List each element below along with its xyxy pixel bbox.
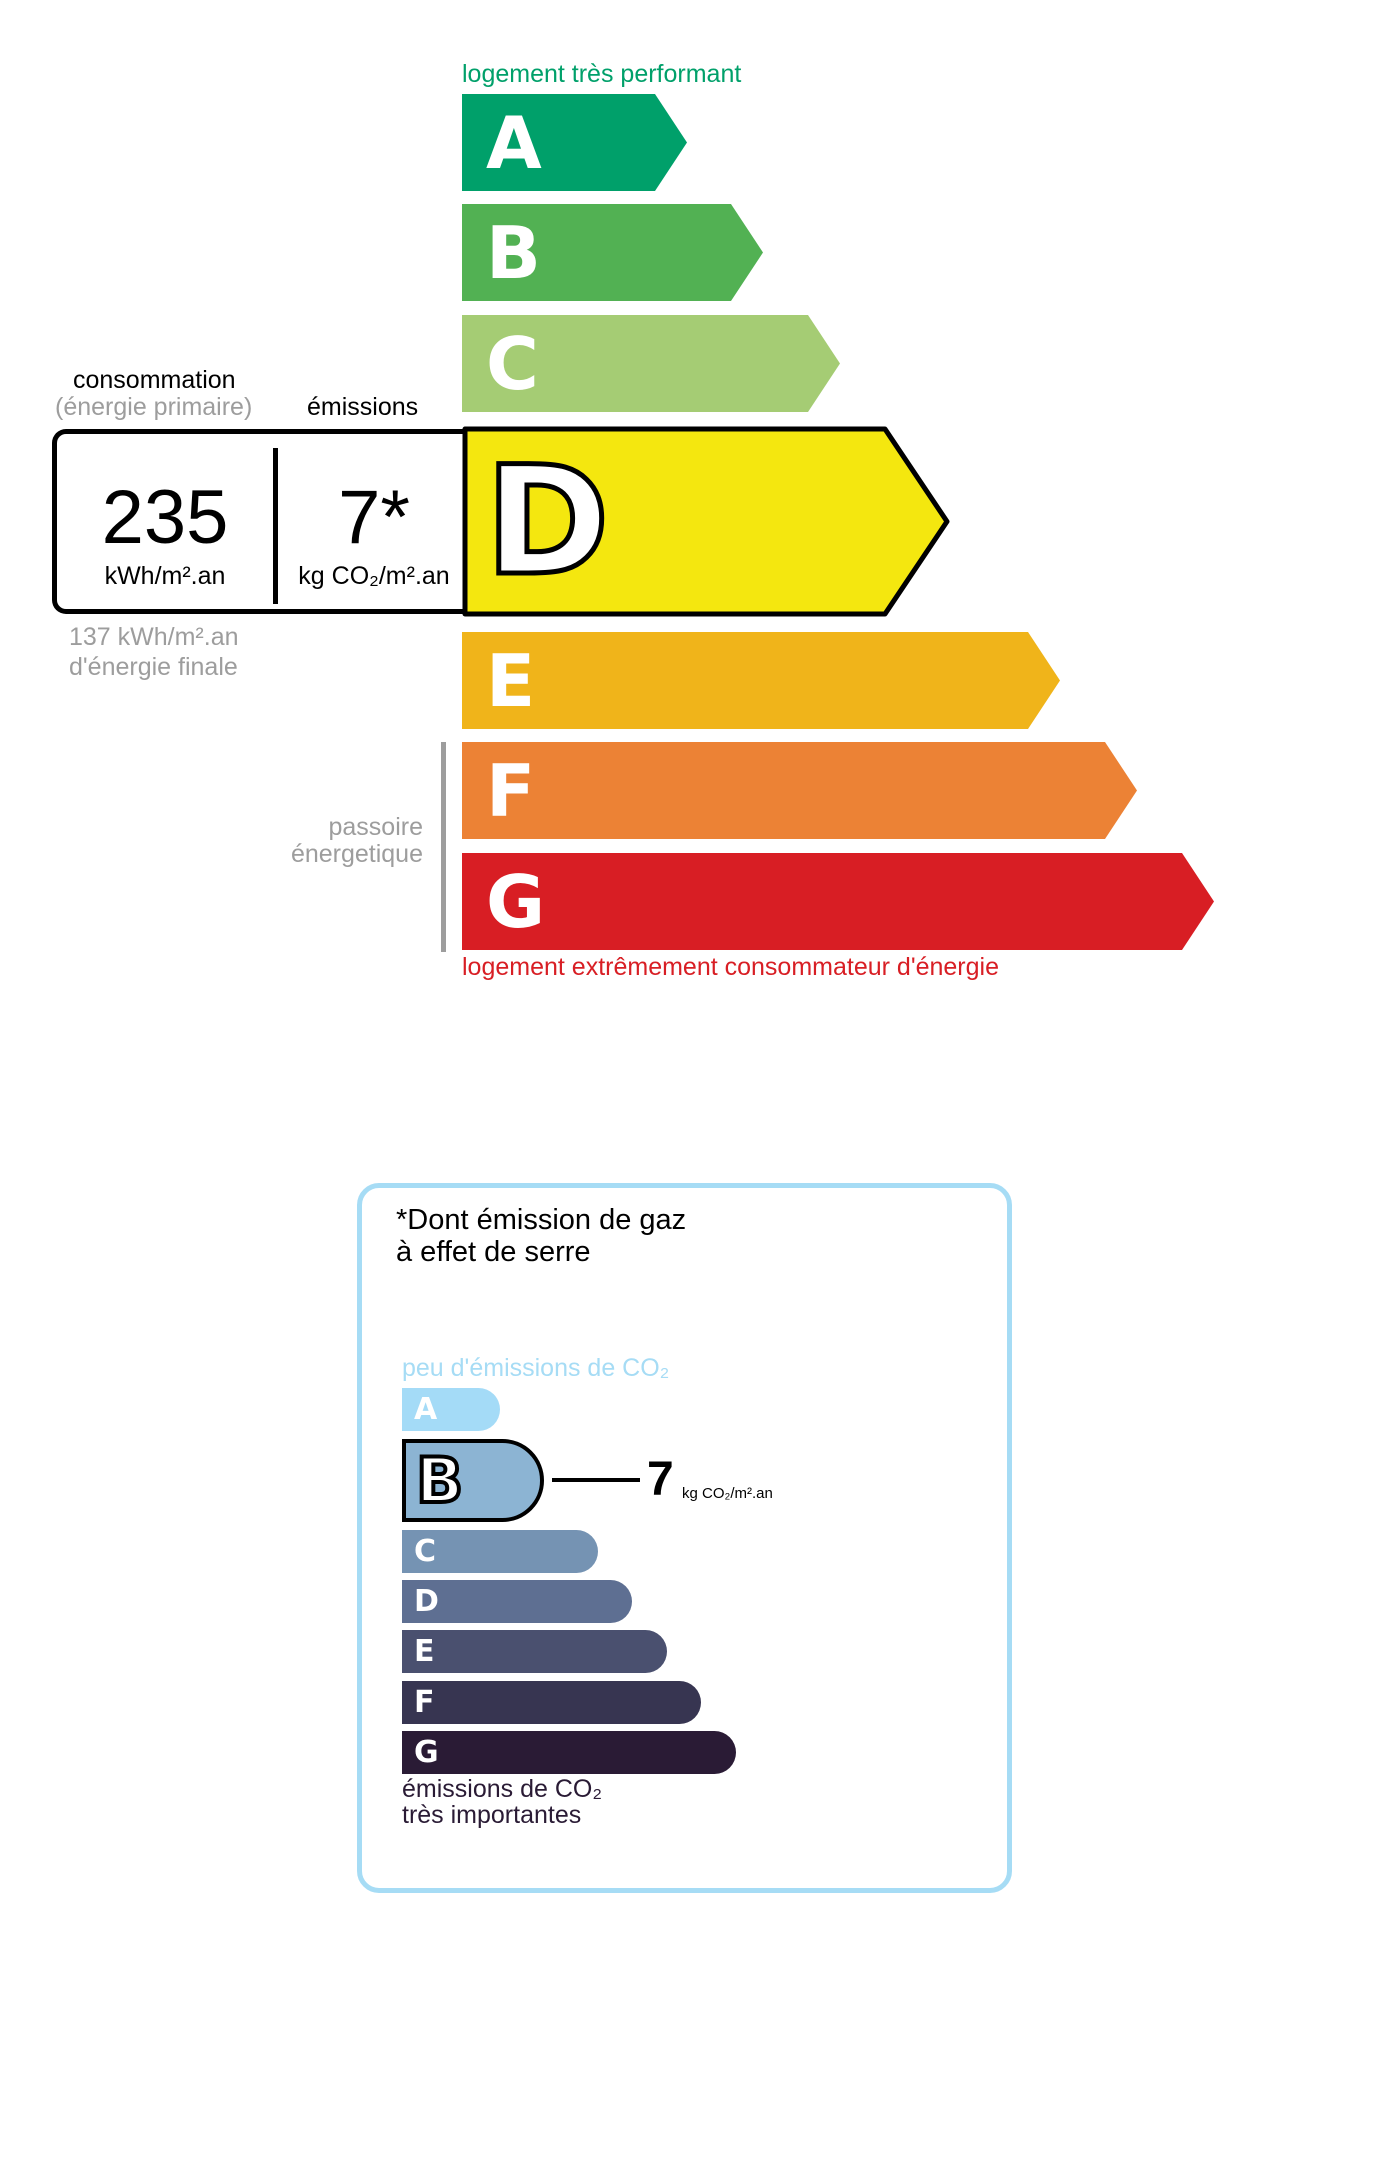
ges-class-f: F	[402, 1681, 701, 1724]
bottom-caption: logement extrêmement consommateur d'éner…	[462, 953, 999, 981]
ges-class-b: B	[402, 1439, 544, 1522]
ges-panel	[357, 1183, 1012, 1893]
values-box: 235 kWh/m².an 7* kg CO₂/m².an	[52, 429, 465, 614]
ges-title-line1: *Dont émission de gaz	[396, 1204, 687, 1236]
final-energy-label: d'énergie finale	[69, 653, 238, 681]
ges-top-caption: peu d'émissions de CO₂	[402, 1354, 670, 1382]
ges-class-letter: G	[414, 1734, 439, 1770]
emissions-heading: émissions	[307, 393, 419, 421]
energy-class-f: F	[462, 742, 1137, 839]
passoire-line2: énergetique	[290, 840, 423, 868]
energy-class-letter: F	[486, 748, 536, 833]
ges-class-letter: D	[414, 1583, 439, 1619]
ges-bottom-caption-line2: très importantes	[402, 1801, 582, 1829]
energy-class-letter: E	[486, 638, 536, 723]
ges-unit: kg CO₂/m².an	[682, 1485, 773, 1502]
energy-bar-shape	[462, 315, 840, 412]
energy-bar-shape	[462, 94, 687, 191]
energy-class-d: D	[462, 426, 950, 617]
energy-class-letter: A	[486, 100, 542, 185]
ges-class-letter: E	[414, 1633, 435, 1669]
passoire-bracket	[441, 742, 446, 952]
consumption-unit: kWh/m².an	[104, 562, 226, 590]
energy-bar-shape	[462, 204, 763, 301]
ges-class-letter: C	[414, 1533, 437, 1569]
ges-pointer-line	[552, 1478, 640, 1482]
consumption-subheading: (énergie primaire)	[55, 393, 253, 421]
energy-class-letter: C	[486, 321, 539, 406]
energy-bar-shape	[462, 742, 1137, 839]
ges-title-line2: à effet de serre	[396, 1236, 591, 1268]
energy-class-letter: B	[486, 210, 541, 295]
ges-class-e: E	[402, 1630, 667, 1673]
energy-class-a: A	[462, 94, 687, 191]
ges-class-c: C	[402, 1530, 598, 1573]
energy-class-e: E	[462, 632, 1060, 729]
energy-class-letter: D	[483, 434, 612, 609]
ges-class-g: G	[402, 1731, 736, 1774]
emissions-value: 7*	[338, 475, 410, 560]
divider	[273, 448, 278, 604]
ges-class-letter: B	[414, 1443, 465, 1517]
ges-value: 7	[647, 1453, 674, 1506]
energy-class-letter: G	[486, 859, 546, 944]
passoire-label: passoire énergetique	[291, 815, 423, 867]
top-caption: logement très performant	[462, 60, 742, 88]
ges-bottom-caption-line1: émissions de CO₂	[402, 1775, 603, 1803]
consumption-value: 235	[101, 475, 229, 560]
ges-class-d: D	[402, 1580, 632, 1623]
energy-class-c: C	[462, 315, 840, 412]
energy-bar-shape	[462, 426, 950, 617]
emissions-unit: kg CO₂/m².an	[298, 562, 450, 590]
ges-class-letter: A	[414, 1391, 438, 1427]
consumption-heading: consommation	[73, 366, 236, 394]
passoire-line1: passoire	[328, 813, 424, 841]
ges-class-letter: F	[414, 1684, 435, 1720]
energy-bar-shape	[462, 632, 1060, 729]
energy-class-g: G	[462, 853, 1214, 950]
energy-bar-shape	[462, 853, 1214, 950]
ges-class-a: A	[402, 1388, 500, 1431]
energy-class-b: B	[462, 204, 763, 301]
final-energy-value: 137 kWh/m².an	[69, 623, 239, 651]
